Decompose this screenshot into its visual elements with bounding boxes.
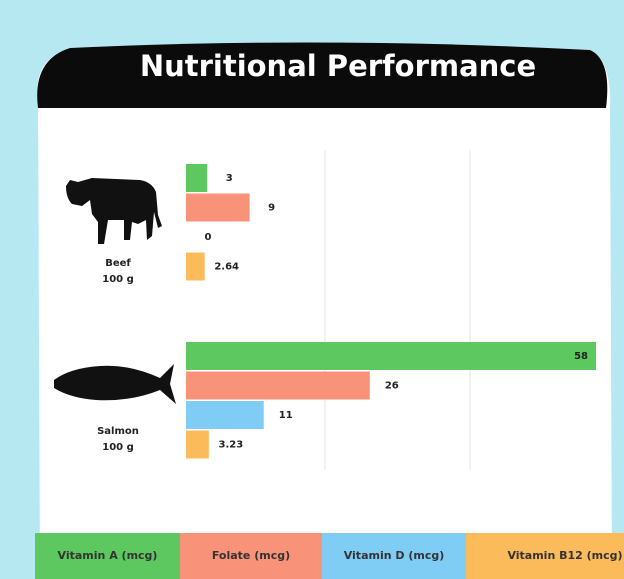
bar [186, 431, 209, 459]
legend-label: Folate (mcg) [212, 549, 290, 562]
bar [186, 401, 264, 429]
value-label: 2.64 [214, 262, 239, 273]
bar [186, 164, 207, 192]
value-label: 3 [226, 173, 233, 184]
category-label: Beef [105, 258, 131, 269]
bar [186, 342, 596, 370]
chart: Nutritional Performance Beef 100 g 3 9 0 2.64… [0, 0, 624, 579]
bar [186, 253, 205, 281]
chart-title: Nutritional Performance [140, 49, 536, 83]
legend-label: Vitamin D (mcg) [344, 549, 445, 562]
category-label: Salmon [97, 426, 139, 437]
value-label: 0 [205, 232, 212, 243]
value-label: 58 [574, 351, 588, 362]
value-label: 26 [385, 381, 399, 392]
legend-label: Vitamin A (mcg) [58, 549, 158, 562]
category-note: 100 g [102, 442, 134, 453]
category-note: 100 g [102, 274, 134, 285]
legend: Vitamin A (mcg) Folate (mcg) Vitamin D (mc… [35, 533, 624, 579]
value-label: 11 [279, 410, 293, 421]
value-label: 9 [268, 203, 275, 214]
value-label: 3.23 [218, 440, 243, 451]
legend-label: Vitamin B12 (mcg) [507, 549, 622, 562]
bar [186, 194, 250, 222]
bar [186, 372, 370, 400]
